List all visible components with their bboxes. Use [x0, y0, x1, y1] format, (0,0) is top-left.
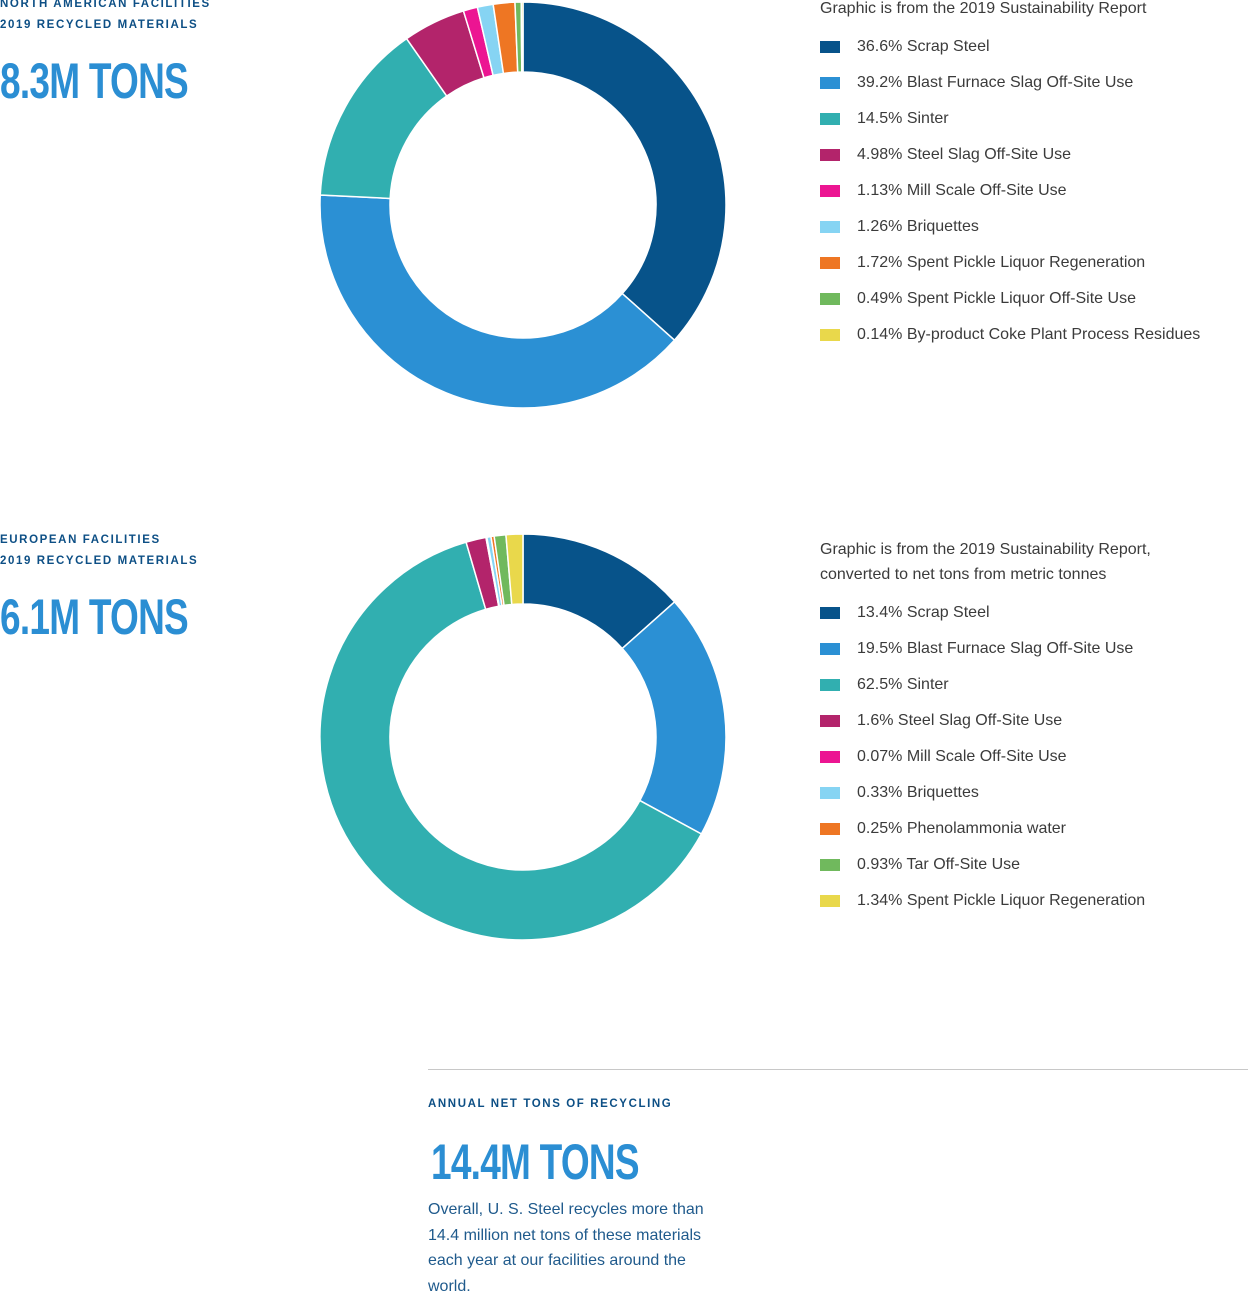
- na-legend-label: 1.26% Briquettes: [857, 218, 979, 235]
- eu-legend-label: 0.93% Tar Off-Site Use: [857, 856, 1021, 873]
- eu-slice-spent-pickle-liquor-regeneration: [505, 533, 524, 606]
- eu-legend-label: 1.6% Steel Slag Off-Site Use: [857, 712, 1063, 729]
- na-legend-swatch: [820, 257, 840, 269]
- summary-total: 14.4M TONS: [431, 1134, 640, 1190]
- eu-heading: EUROPEAN FACILITIES 2019 RECYCLED MATERI…: [0, 530, 198, 572]
- eu-legend-item: 0.33% Briquettes: [820, 775, 1250, 811]
- eu-legend-item: 0.07% Mill Scale Off-Site Use: [820, 739, 1250, 775]
- eu-legend-swatch: [820, 823, 840, 835]
- eu-heading-line2: 2019 RECYCLED MATERIALS: [0, 555, 199, 567]
- na-legend-swatch: [820, 77, 840, 89]
- na-legend-list: 36.6% Scrap Steel 39.2% Blast Furnace Sla…: [820, 29, 1250, 353]
- eu-legend-item: 19.5% Blast Furnace Slag Off-Site Use: [820, 631, 1250, 667]
- na-donut-chart: [319, 1, 727, 409]
- eu-heading-line1: EUROPEAN FACILITIES: [0, 534, 161, 546]
- na-legend-label: 36.6% Scrap Steel: [857, 38, 990, 55]
- na-legend-swatch: [820, 41, 840, 53]
- section-divider: [428, 1069, 1248, 1070]
- eu-source-note: Graphic is from the 2019 Sustainability …: [820, 537, 1250, 587]
- na-legend-swatch: [820, 293, 840, 305]
- na-legend-swatch: [820, 329, 840, 341]
- north-america-section: NORTH AMERICAN FACILITIES 2019 RECYCLED …: [0, 0, 1251, 420]
- na-legend-label: 1.13% Mill Scale Off-Site Use: [857, 182, 1067, 199]
- na-legend-label: 14.5% Sinter: [857, 110, 949, 127]
- na-legend-swatch: [820, 185, 840, 197]
- europe-section: EUROPEAN FACILITIES 2019 RECYCLED MATERI…: [0, 533, 1251, 954]
- eu-legend-label: 13.4% Scrap Steel: [857, 604, 990, 621]
- na-slice-blast-furnace-slag-off-site-use: [319, 194, 676, 409]
- na-legend-swatch: [820, 149, 840, 161]
- na-legend-label: 4.98% Steel Slag Off-Site Use: [857, 146, 1072, 163]
- eu-legend-item: 1.6% Steel Slag Off-Site Use: [820, 703, 1250, 739]
- eu-legend-item: 0.93% Tar Off-Site Use: [820, 847, 1250, 883]
- na-total: 8.3M TONS: [0, 53, 189, 109]
- eu-legend-label: 0.25% Phenolammonia water: [857, 820, 1067, 837]
- na-legend-item: 0.14% By-product Coke Plant Process Resi…: [820, 317, 1250, 353]
- na-slice-scrap-steel: [522, 1, 727, 342]
- eu-legend-label: 0.33% Briquettes: [857, 784, 979, 801]
- eu-donut-chart: [319, 533, 727, 941]
- eu-legend-item: 0.25% Phenolammonia water: [820, 811, 1250, 847]
- eu-legend-label: 19.5% Blast Furnace Slag Off-Site Use: [857, 640, 1134, 657]
- eu-legend-swatch: [820, 607, 840, 619]
- eu-source-note-line1: Graphic is from the 2019 Sustainability …: [820, 541, 1151, 558]
- eu-legend-swatch: [820, 643, 840, 655]
- eu-legend-label: 62.5% Sinter: [857, 676, 949, 693]
- eu-legend-list: 13.4% Scrap Steel 19.5% Blast Furnace Sla…: [820, 595, 1250, 919]
- eu-legend-label: 1.34% Spent Pickle Liquor Regeneration: [857, 892, 1146, 909]
- eu-slice-blast-furnace-slag-off-site-use: [621, 600, 727, 835]
- na-slice-by-product-coke-plant-process-residues: [520, 1, 524, 73]
- summary-text: Overall, U. S. Steel recycles more than …: [428, 1201, 704, 1295]
- na-heading-line1: NORTH AMERICAN FACILITIES: [0, 0, 211, 10]
- na-legend-label: 1.72% Spent Pickle Liquor Regeneration: [857, 254, 1146, 271]
- na-legend-item: 1.26% Briquettes: [820, 209, 1250, 245]
- eu-legend: Graphic is from the 2019 Sustainability …: [820, 534, 1250, 919]
- eu-legend-swatch: [820, 715, 840, 727]
- eu-legend-swatch: [820, 859, 840, 871]
- eu-legend-label: 0.07% Mill Scale Off-Site Use: [857, 748, 1067, 765]
- na-legend-item: 1.72% Spent Pickle Liquor Regeneration: [820, 245, 1250, 281]
- na-legend-swatch: [820, 113, 840, 125]
- na-source-note: Graphic is from the 2019 Sustainability …: [820, 0, 1147, 17]
- na-heading-line2: 2019 RECYCLED MATERIALS: [0, 19, 199, 31]
- na-legend-item: 39.2% Blast Furnace Slag Off-Site Use: [820, 65, 1250, 101]
- na-heading: NORTH AMERICAN FACILITIES 2019 RECYCLED …: [0, 0, 211, 36]
- eu-legend-swatch: [820, 751, 840, 763]
- na-legend-item: 4.98% Steel Slag Off-Site Use: [820, 137, 1250, 173]
- na-legend-label: 0.49% Spent Pickle Liquor Off-Site Use: [857, 290, 1136, 307]
- eu-legend-item: 1.34% Spent Pickle Liquor Regeneration: [820, 883, 1250, 919]
- na-legend-item: 1.13% Mill Scale Off-Site Use: [820, 173, 1250, 209]
- na-legend-item: 14.5% Sinter: [820, 101, 1250, 137]
- na-legend-swatch: [820, 221, 840, 233]
- na-legend: Graphic is from the 2019 Sustainability …: [820, 0, 1250, 353]
- na-legend-label: 39.2% Blast Furnace Slag Off-Site Use: [857, 74, 1134, 91]
- na-legend-item: 0.49% Spent Pickle Liquor Off-Site Use: [820, 281, 1250, 317]
- eu-legend-item: 13.4% Scrap Steel: [820, 595, 1250, 631]
- eu-legend-swatch: [820, 679, 840, 691]
- eu-legend-swatch: [820, 787, 840, 799]
- eu-legend-swatch: [820, 895, 840, 907]
- eu-slice-sinter: [319, 541, 703, 941]
- eu-source-note-line2: converted to net tons from metric tonnes: [820, 566, 1107, 583]
- summary-heading: ANNUAL NET TONS OF RECYCLING: [428, 1098, 673, 1110]
- eu-total: 6.1M TONS: [0, 589, 189, 645]
- na-legend-item: 36.6% Scrap Steel: [820, 29, 1250, 65]
- na-legend-label: 0.14% By-product Coke Plant Process Resi…: [857, 326, 1201, 343]
- eu-legend-item: 62.5% Sinter: [820, 667, 1250, 703]
